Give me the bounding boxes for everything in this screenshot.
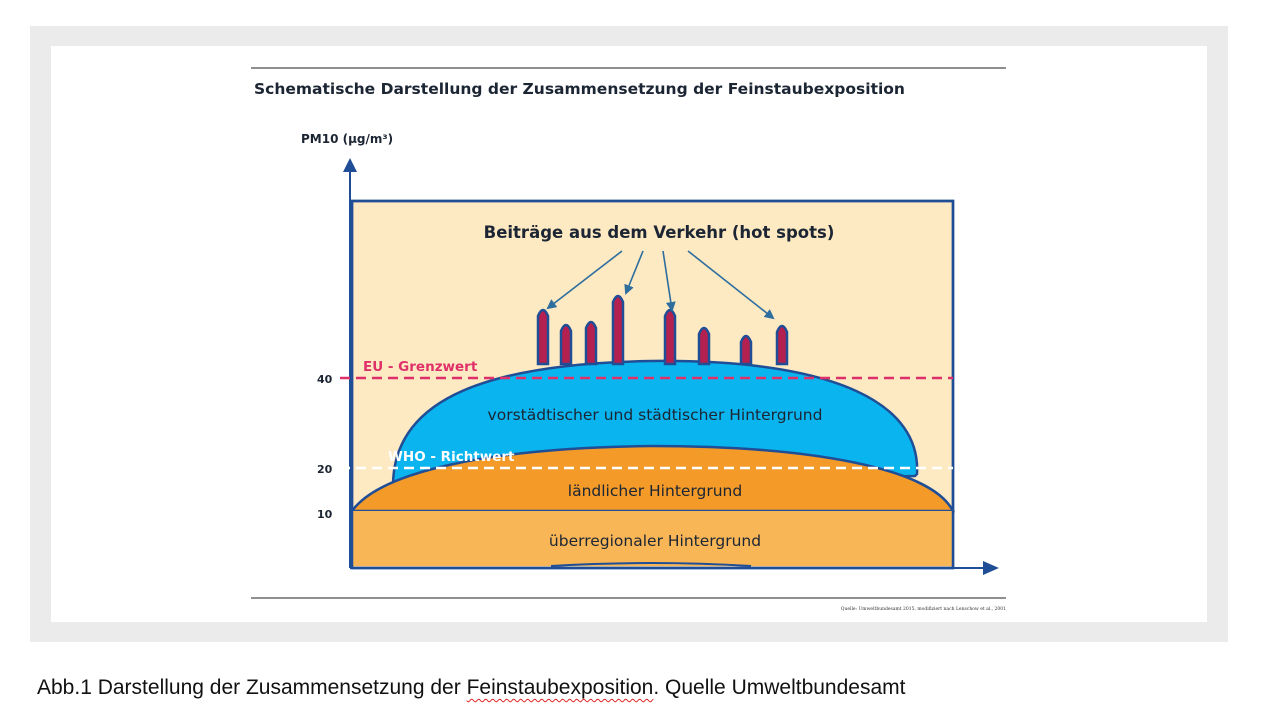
traffic-contributions-label: Beiträge aus dem Verkehr (hot spots): [484, 223, 835, 242]
feinstaub-diagram: Schematische Darstellung der Zusammenset…: [251, 67, 1006, 612]
traffic-spike: [697, 326, 711, 366]
figure-caption: Abb.1 Darstellung der Zusammensetzung de…: [37, 676, 905, 700]
traffic-spike: [584, 320, 598, 366]
traffic-arrow: [546, 250, 623, 310]
source-note: Quelle: Umweltbundesamt 2015, modifizier…: [841, 606, 1006, 612]
regional-background-label: überregionaler Hintergrund: [549, 532, 761, 550]
y-tick-label: 10: [317, 508, 333, 521]
traffic-arrow: [662, 250, 676, 312]
traffic-arrow: [687, 250, 775, 320]
eu-limit-label: EU - Grenzwert: [363, 359, 478, 375]
caption-text-start: Abb.1 Darstellung der Zusammensetzung de…: [37, 676, 467, 699]
urban-background-label: vorstädtischer und städtischer Hintergru…: [488, 406, 823, 424]
screenshot-frame: Schematische Darstellung der Zusammenset…: [30, 26, 1228, 642]
figure-title: Schematische Darstellung der Zusammenset…: [254, 80, 905, 98]
caption-text-end: . Quelle Umweltbundesamt: [653, 676, 906, 699]
y-axis-label: PM10 (µg/m³): [301, 132, 393, 146]
traffic-spike: [611, 294, 625, 366]
x-axis-arrow-icon: [983, 561, 999, 575]
background-box-border: [350, 199, 955, 570]
traffic-spike: [775, 324, 789, 366]
caption-spellcheck-word: Feinstaubexposition: [466, 676, 654, 699]
traffic-spike: [536, 308, 550, 366]
regional-background-layer: [353, 511, 952, 566]
rural-background-layer: [349, 444, 956, 513]
y-tick-label: 40: [317, 373, 333, 386]
who-guideline-label: WHO - Richtwert: [388, 449, 515, 465]
traffic-spikes: [536, 294, 789, 366]
traffic-spike: [663, 308, 677, 366]
y-tick-label: 20: [317, 463, 333, 476]
rural-background-label: ländlicher Hintergrund: [568, 482, 742, 500]
y-axis-arrow-icon: [343, 158, 357, 172]
figure-sheet: Schematische Darstellung der Zusammenset…: [51, 46, 1207, 622]
traffic-spike: [739, 334, 753, 366]
traffic-arrow: [624, 250, 644, 295]
regional-baseline-curve: [550, 562, 752, 567]
traffic-spike: [559, 323, 573, 366]
